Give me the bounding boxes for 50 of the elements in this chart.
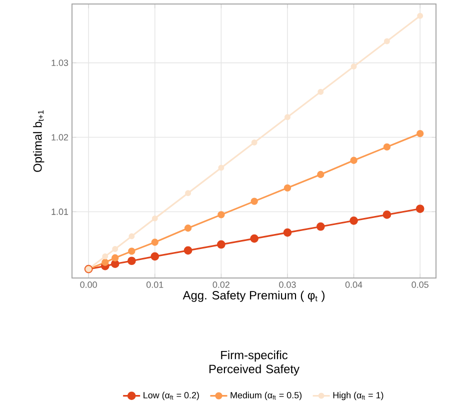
x-tick-label: 0.00 (80, 282, 97, 288)
point (128, 233, 135, 240)
point (284, 114, 290, 120)
point (317, 170, 324, 178)
point (350, 156, 358, 164)
point (127, 256, 136, 266)
point (216, 240, 226, 249)
y-tick-label: 1.01 (52, 208, 68, 215)
point (112, 254, 119, 262)
y-tick-label: 1.03 (52, 60, 68, 66)
point (417, 12, 424, 19)
x-tick-label: 0.05 (412, 282, 428, 288)
x-axis-title: Agg. Safety Premium ( φ$_{t}$ ) (182, 290, 324, 302)
point (218, 164, 224, 171)
point (218, 211, 225, 218)
y-tick-label: 1.02 (52, 134, 68, 140)
point (350, 216, 358, 225)
point (112, 246, 118, 252)
x-tick-label: 0.02 (212, 282, 230, 288)
point (284, 184, 292, 192)
point (318, 88, 324, 95)
point (384, 38, 390, 44)
x-tick-label: 0.04 (345, 282, 362, 288)
point (316, 222, 325, 231)
point (184, 224, 192, 232)
point (251, 139, 258, 146)
point (150, 252, 160, 261)
point (350, 64, 357, 70)
point (185, 190, 192, 196)
point (283, 228, 292, 237)
point (151, 238, 158, 246)
point (184, 246, 192, 255)
point (416, 204, 424, 213)
x-tick-label: 0.01 (146, 282, 164, 288)
x-tick-label: 0.03 (279, 282, 296, 288)
point (250, 198, 258, 205)
point (382, 210, 392, 219)
point (102, 253, 108, 260)
legend-label: Low (α$_{ft}$ = 0.2) (144, 392, 199, 400)
legend-label: High (α$_{ft}$ = 1) (333, 392, 384, 400)
y-axis-title: Optimal b$_{t+1}$ (33, 110, 44, 172)
point (250, 234, 259, 243)
point (128, 248, 136, 255)
point (383, 143, 391, 151)
point (110, 260, 120, 268)
legend-title: Firm-specific Perceived Safety (209, 350, 300, 376)
point (102, 258, 109, 266)
legend-label: Medium (α$_{ft}$ = 0.5) (230, 392, 302, 400)
point (416, 130, 424, 138)
point (152, 215, 158, 222)
